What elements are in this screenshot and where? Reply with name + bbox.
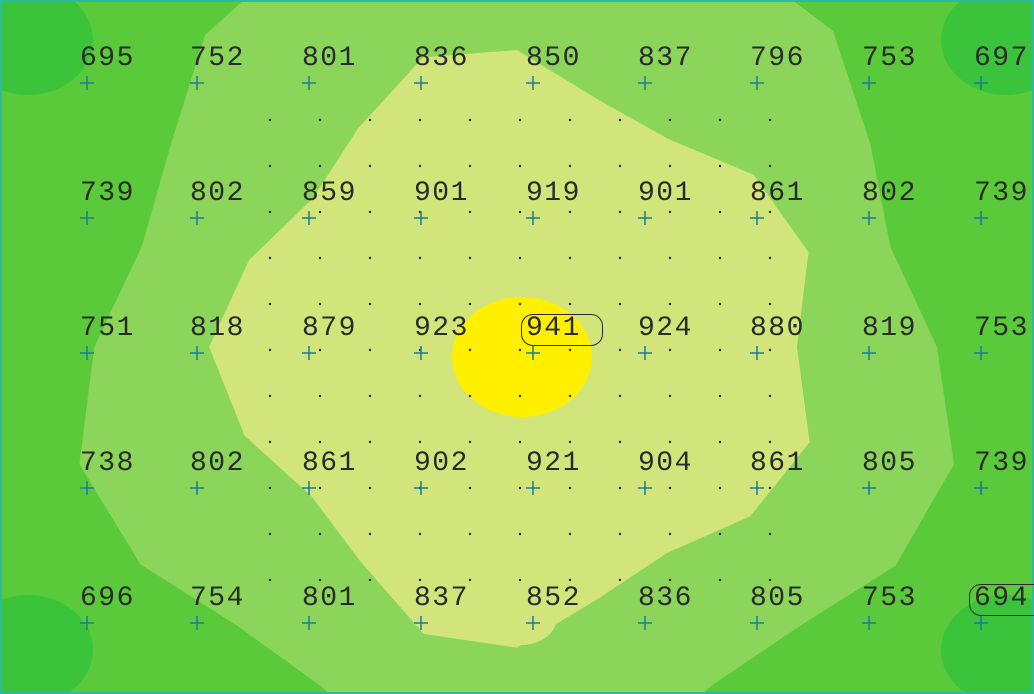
sample-point-value: 752 xyxy=(190,43,245,74)
sample-point-value: 904 xyxy=(638,448,693,479)
highlighted-value-pill xyxy=(521,314,603,346)
sample-point-value: 739 xyxy=(974,448,1029,479)
sample-point-value: 901 xyxy=(638,178,693,209)
sample-point-value: 802 xyxy=(190,178,245,209)
sample-point-value: 859 xyxy=(302,178,357,209)
sample-point-value: 924 xyxy=(638,313,693,344)
illuminance-map: 695 752 801 836 850 837 796 753 697 739 … xyxy=(0,0,1034,694)
sample-point-value: 738 xyxy=(80,448,135,479)
sample-point-value: 861 xyxy=(750,448,805,479)
sample-point-value: 805 xyxy=(862,448,917,479)
sample-point-value: 801 xyxy=(302,583,357,614)
sample-point-value: 836 xyxy=(638,583,693,614)
sample-point-value: 805 xyxy=(750,583,805,614)
sample-point-value: 861 xyxy=(750,178,805,209)
sample-point-value: 923 xyxy=(414,313,469,344)
sample-point-value: 921 xyxy=(526,448,581,479)
sample-point-value: 802 xyxy=(862,178,917,209)
sample-point-value: 753 xyxy=(862,43,917,74)
sample-point-value: 753 xyxy=(974,313,1029,344)
sample-point-value: 836 xyxy=(414,43,469,74)
sample-point-value: 850 xyxy=(526,43,581,74)
sample-point-value: 695 xyxy=(80,43,135,74)
sample-point-value: 837 xyxy=(638,43,693,74)
sample-point-value: 861 xyxy=(302,448,357,479)
sample-point-value: 753 xyxy=(862,583,917,614)
highlighted-value-pill xyxy=(969,584,1034,616)
sample-point-value: 852 xyxy=(526,583,581,614)
sample-point-value: 754 xyxy=(190,583,245,614)
sample-point-value: 818 xyxy=(190,313,245,344)
sample-point-value: 901 xyxy=(414,178,469,209)
sample-point-value: 902 xyxy=(414,448,469,479)
sample-point-value: 801 xyxy=(302,43,357,74)
sample-point-value: 837 xyxy=(414,583,469,614)
sample-point-value: 880 xyxy=(750,313,805,344)
sample-point-value: 796 xyxy=(750,43,805,74)
sample-point-value: 739 xyxy=(80,178,135,209)
sample-point-value: 739 xyxy=(974,178,1029,209)
sample-point-value: 696 xyxy=(80,583,135,614)
sample-point-value: 919 xyxy=(526,178,581,209)
sample-point-value: 802 xyxy=(190,448,245,479)
sample-point-value: 819 xyxy=(862,313,917,344)
sample-point-value: 751 xyxy=(80,313,135,344)
sample-point-value: 697 xyxy=(974,43,1029,74)
sample-point-value: 879 xyxy=(302,313,357,344)
